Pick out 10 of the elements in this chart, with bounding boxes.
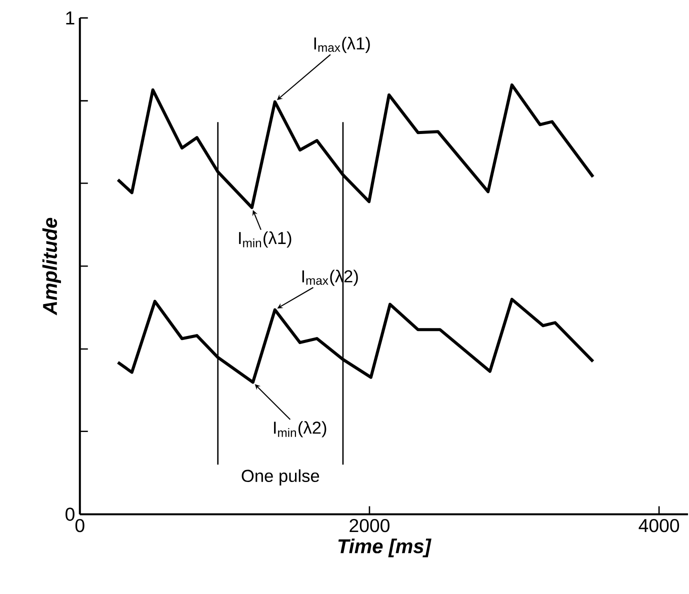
y-tick-label: 1 [66,11,74,24]
x-tick-label: 4000 [638,518,680,532]
x-tick-label: 0 [75,518,84,532]
annotation: One pulse [242,469,320,486]
annotation: I$_{max}$(λ1) [314,36,370,53]
annotation: I$_{min}$(λ1) [239,231,292,248]
x-axis-title: Time [ms] [338,538,432,558]
annotation: I$_{min}$(λ2) [274,421,326,438]
x-tick-label: 2000 [350,518,390,532]
y-axis-title: Amplitude [42,218,61,316]
